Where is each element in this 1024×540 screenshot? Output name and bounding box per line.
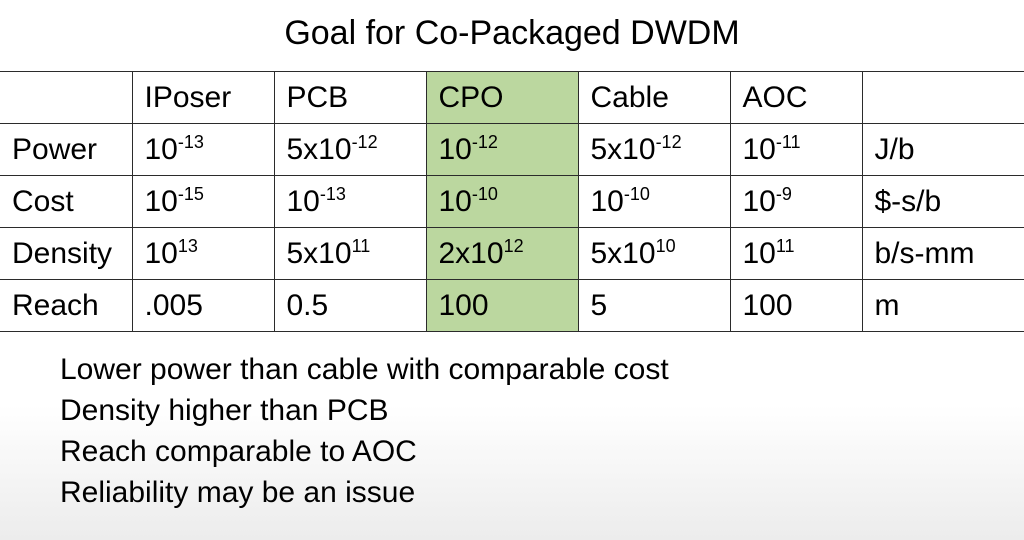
table-row: Density 1013 5x1011 2x1012 5x1010 1011 b…	[0, 228, 1024, 280]
table-row: Reach .005 0.5 100 5 100 m	[0, 280, 1024, 332]
cell: .005	[132, 280, 274, 332]
cell: 10-9	[730, 176, 862, 228]
col-header-pcb: PCB	[274, 72, 426, 124]
col-header-unit	[862, 72, 1024, 124]
unit-cell: $-s/b	[862, 176, 1024, 228]
cell-highlight: 100	[426, 280, 578, 332]
col-header-cpo: CPO	[426, 72, 578, 124]
cell-highlight: 10-12	[426, 124, 578, 176]
cell: 10-10	[578, 176, 730, 228]
cell: 10-11	[730, 124, 862, 176]
bullet-list: Lower power than cable with comparable c…	[0, 332, 1024, 512]
cell: 5x10-12	[274, 124, 426, 176]
col-header-cable: Cable	[578, 72, 730, 124]
cell: 5	[578, 280, 730, 332]
col-header-rowlabel	[0, 72, 132, 124]
table-header-row: IPoser PCB CPO Cable AOC	[0, 72, 1024, 124]
slide-root: Goal for Co-Packaged DWDM IPoser PCB CPO…	[0, 0, 1024, 540]
col-header-iposer: IPoser	[132, 72, 274, 124]
bullet-item: Reach comparable to AOC	[60, 432, 1024, 471]
page-title: Goal for Co-Packaged DWDM	[0, 0, 1024, 71]
cell: 1013	[132, 228, 274, 280]
cell: 0.5	[274, 280, 426, 332]
bullet-item: Reliability may be an issue	[60, 473, 1024, 512]
cell: 100	[730, 280, 862, 332]
cell: 10-13	[132, 124, 274, 176]
cell-highlight: 10-10	[426, 176, 578, 228]
unit-cell: m	[862, 280, 1024, 332]
row-label: Cost	[0, 176, 132, 228]
cell-highlight: 2x1012	[426, 228, 578, 280]
col-header-aoc: AOC	[730, 72, 862, 124]
row-label: Power	[0, 124, 132, 176]
cell: 10-15	[132, 176, 274, 228]
bullet-item: Density higher than PCB	[60, 391, 1024, 430]
unit-cell: J/b	[862, 124, 1024, 176]
comparison-table: IPoser PCB CPO Cable AOC Power 10-13 5x1…	[0, 71, 1024, 332]
table-row: Cost 10-15 10-13 10-10 10-10 10-9 $-s/b	[0, 176, 1024, 228]
unit-cell: b/s-mm	[862, 228, 1024, 280]
cell: 5x1010	[578, 228, 730, 280]
cell: 5x1011	[274, 228, 426, 280]
cell: 10-13	[274, 176, 426, 228]
row-label: Reach	[0, 280, 132, 332]
row-label: Density	[0, 228, 132, 280]
cell: 5x10-12	[578, 124, 730, 176]
cell: 1011	[730, 228, 862, 280]
bullet-item: Lower power than cable with comparable c…	[60, 350, 1024, 389]
table-row: Power 10-13 5x10-12 10-12 5x10-12 10-11 …	[0, 124, 1024, 176]
